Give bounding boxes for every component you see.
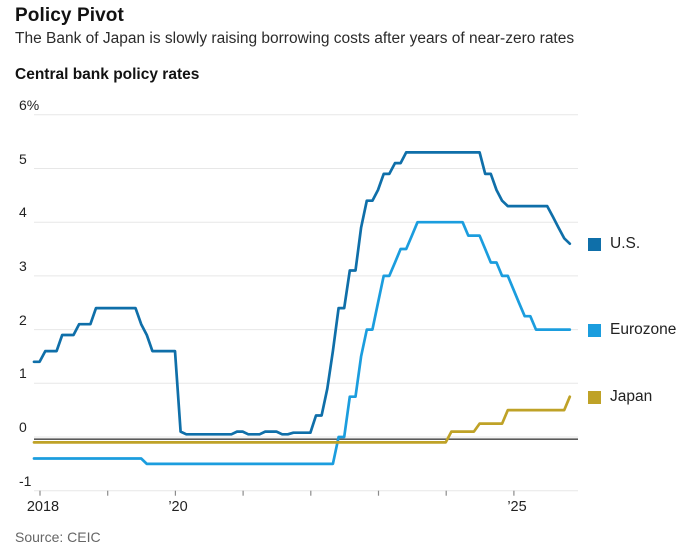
legend-swatch-eurozone	[588, 323, 601, 337]
y-axis-label--1: -1	[19, 473, 32, 489]
source-note: Source: CEIC	[15, 529, 101, 545]
series-line-eurozone	[32, 220, 572, 466]
y-axis-label-3: 3	[19, 258, 27, 274]
x-axis-label-2025: ’25	[507, 499, 527, 515]
legend-item-us: U.S.	[588, 234, 640, 254]
chart-label: Central bank policy rates	[15, 66, 200, 83]
series-line-japan	[32, 395, 572, 444]
y-axis-label-0: 0	[19, 419, 27, 435]
legend-label-us: U.S.	[610, 235, 641, 253]
page-title: Policy Pivot	[15, 5, 124, 26]
legend-label-eurozone: Eurozone	[610, 321, 677, 339]
x-axis-label-2018: 2018	[26, 499, 60, 515]
legend-swatch-us	[588, 237, 601, 251]
page-subtitle: The Bank of Japan is slowly raising borr…	[15, 30, 575, 47]
y-axis-label-6: 6%	[19, 97, 40, 113]
y-axis-label-2: 2	[19, 312, 27, 328]
legend-swatch-japan	[588, 390, 601, 404]
series-line-us	[32, 151, 572, 436]
x-axis-label-2020: ’20	[168, 499, 188, 515]
legend-item-japan: Japan	[588, 387, 652, 407]
legend-label-japan: Japan	[610, 388, 653, 406]
y-axis-label-1: 1	[19, 365, 27, 381]
y-axis-label-4: 4	[19, 204, 27, 220]
legend-item-eurozone: Eurozone	[588, 320, 676, 340]
y-axis-label-5: 5	[19, 151, 27, 167]
